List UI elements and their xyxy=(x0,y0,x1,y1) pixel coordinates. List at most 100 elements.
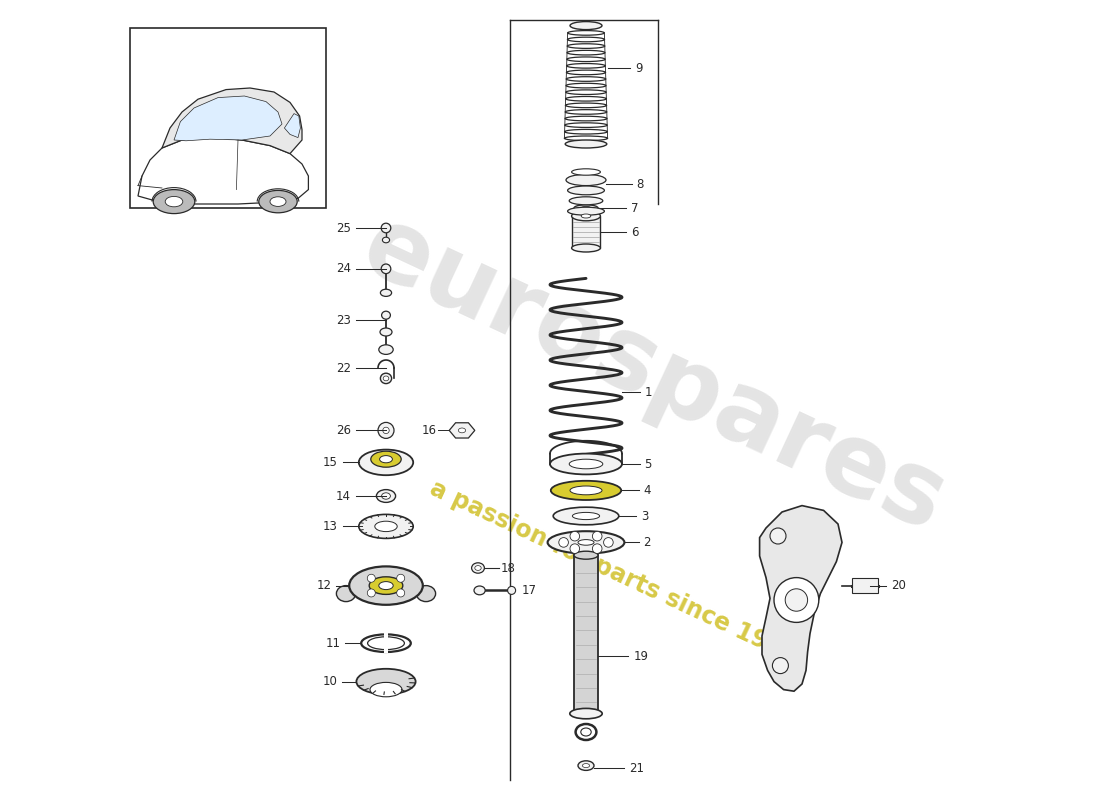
Ellipse shape xyxy=(383,376,388,381)
Circle shape xyxy=(593,531,602,541)
Ellipse shape xyxy=(572,244,601,252)
Text: 18: 18 xyxy=(500,562,515,574)
Text: 11: 11 xyxy=(326,637,340,650)
Ellipse shape xyxy=(153,190,195,214)
Ellipse shape xyxy=(572,211,601,221)
Bar xyxy=(572,216,601,248)
Ellipse shape xyxy=(550,454,622,474)
Text: 21: 21 xyxy=(629,762,645,774)
Ellipse shape xyxy=(379,328,392,336)
Circle shape xyxy=(367,574,375,582)
Ellipse shape xyxy=(569,459,603,469)
Ellipse shape xyxy=(337,586,355,602)
Ellipse shape xyxy=(378,345,393,354)
Ellipse shape xyxy=(548,531,625,554)
Ellipse shape xyxy=(378,582,393,590)
Ellipse shape xyxy=(383,238,389,242)
Circle shape xyxy=(770,528,786,544)
Ellipse shape xyxy=(165,196,183,207)
Circle shape xyxy=(774,578,818,622)
Text: 22: 22 xyxy=(336,362,351,374)
Ellipse shape xyxy=(553,507,619,525)
Ellipse shape xyxy=(356,669,416,694)
Ellipse shape xyxy=(474,586,485,595)
Bar xyxy=(852,578,878,593)
Text: 19: 19 xyxy=(634,650,648,662)
Polygon shape xyxy=(138,138,308,204)
Ellipse shape xyxy=(382,493,390,499)
Ellipse shape xyxy=(382,311,390,319)
Ellipse shape xyxy=(375,522,397,531)
Text: 2: 2 xyxy=(644,536,651,549)
Ellipse shape xyxy=(570,22,602,30)
Circle shape xyxy=(604,538,613,547)
Ellipse shape xyxy=(566,174,606,186)
Circle shape xyxy=(397,574,405,582)
Ellipse shape xyxy=(359,450,414,475)
Circle shape xyxy=(785,589,807,611)
Text: 12: 12 xyxy=(317,579,331,592)
Ellipse shape xyxy=(565,140,607,148)
Ellipse shape xyxy=(568,207,604,215)
Ellipse shape xyxy=(570,486,602,494)
Bar xyxy=(130,28,326,208)
Ellipse shape xyxy=(367,637,405,650)
Text: 6: 6 xyxy=(630,226,638,238)
Circle shape xyxy=(593,544,602,554)
Text: 14: 14 xyxy=(336,490,351,502)
Ellipse shape xyxy=(507,586,516,594)
Text: eurospares: eurospares xyxy=(348,198,961,554)
Polygon shape xyxy=(449,422,475,438)
Ellipse shape xyxy=(572,169,601,175)
Circle shape xyxy=(383,427,389,434)
Text: 24: 24 xyxy=(336,262,351,275)
Circle shape xyxy=(570,544,580,554)
Ellipse shape xyxy=(459,428,465,433)
Ellipse shape xyxy=(417,586,436,602)
Polygon shape xyxy=(760,506,842,691)
Circle shape xyxy=(559,538,569,547)
Ellipse shape xyxy=(574,205,598,211)
Ellipse shape xyxy=(574,551,598,559)
Ellipse shape xyxy=(581,728,591,736)
Ellipse shape xyxy=(349,566,422,605)
Ellipse shape xyxy=(381,289,392,297)
Text: 5: 5 xyxy=(645,458,652,470)
Text: 26: 26 xyxy=(336,424,351,437)
Ellipse shape xyxy=(570,709,602,718)
Text: 17: 17 xyxy=(521,584,536,597)
Ellipse shape xyxy=(578,761,594,770)
Circle shape xyxy=(772,658,789,674)
Text: 23: 23 xyxy=(336,314,351,326)
Text: 9: 9 xyxy=(635,62,642,74)
Ellipse shape xyxy=(578,539,594,546)
Ellipse shape xyxy=(376,490,396,502)
Ellipse shape xyxy=(382,264,390,274)
Circle shape xyxy=(367,589,375,597)
Text: 4: 4 xyxy=(644,484,651,497)
Ellipse shape xyxy=(370,577,403,594)
Ellipse shape xyxy=(258,190,297,213)
Polygon shape xyxy=(285,114,300,138)
Bar xyxy=(574,555,598,714)
Circle shape xyxy=(397,589,405,597)
Ellipse shape xyxy=(581,214,591,218)
Text: 15: 15 xyxy=(323,456,338,469)
Ellipse shape xyxy=(379,455,393,462)
Text: 7: 7 xyxy=(630,202,638,214)
Ellipse shape xyxy=(475,566,481,570)
Text: 10: 10 xyxy=(322,675,338,688)
Circle shape xyxy=(570,531,580,541)
Circle shape xyxy=(378,422,394,438)
Text: 20: 20 xyxy=(891,579,905,592)
Ellipse shape xyxy=(270,197,286,206)
Text: 13: 13 xyxy=(323,520,338,533)
Polygon shape xyxy=(162,88,302,154)
Ellipse shape xyxy=(572,512,600,520)
Ellipse shape xyxy=(370,682,402,697)
Text: 8: 8 xyxy=(637,178,644,190)
Text: 25: 25 xyxy=(336,222,351,234)
Text: 1: 1 xyxy=(645,386,652,398)
Ellipse shape xyxy=(472,563,484,573)
Polygon shape xyxy=(174,96,282,141)
